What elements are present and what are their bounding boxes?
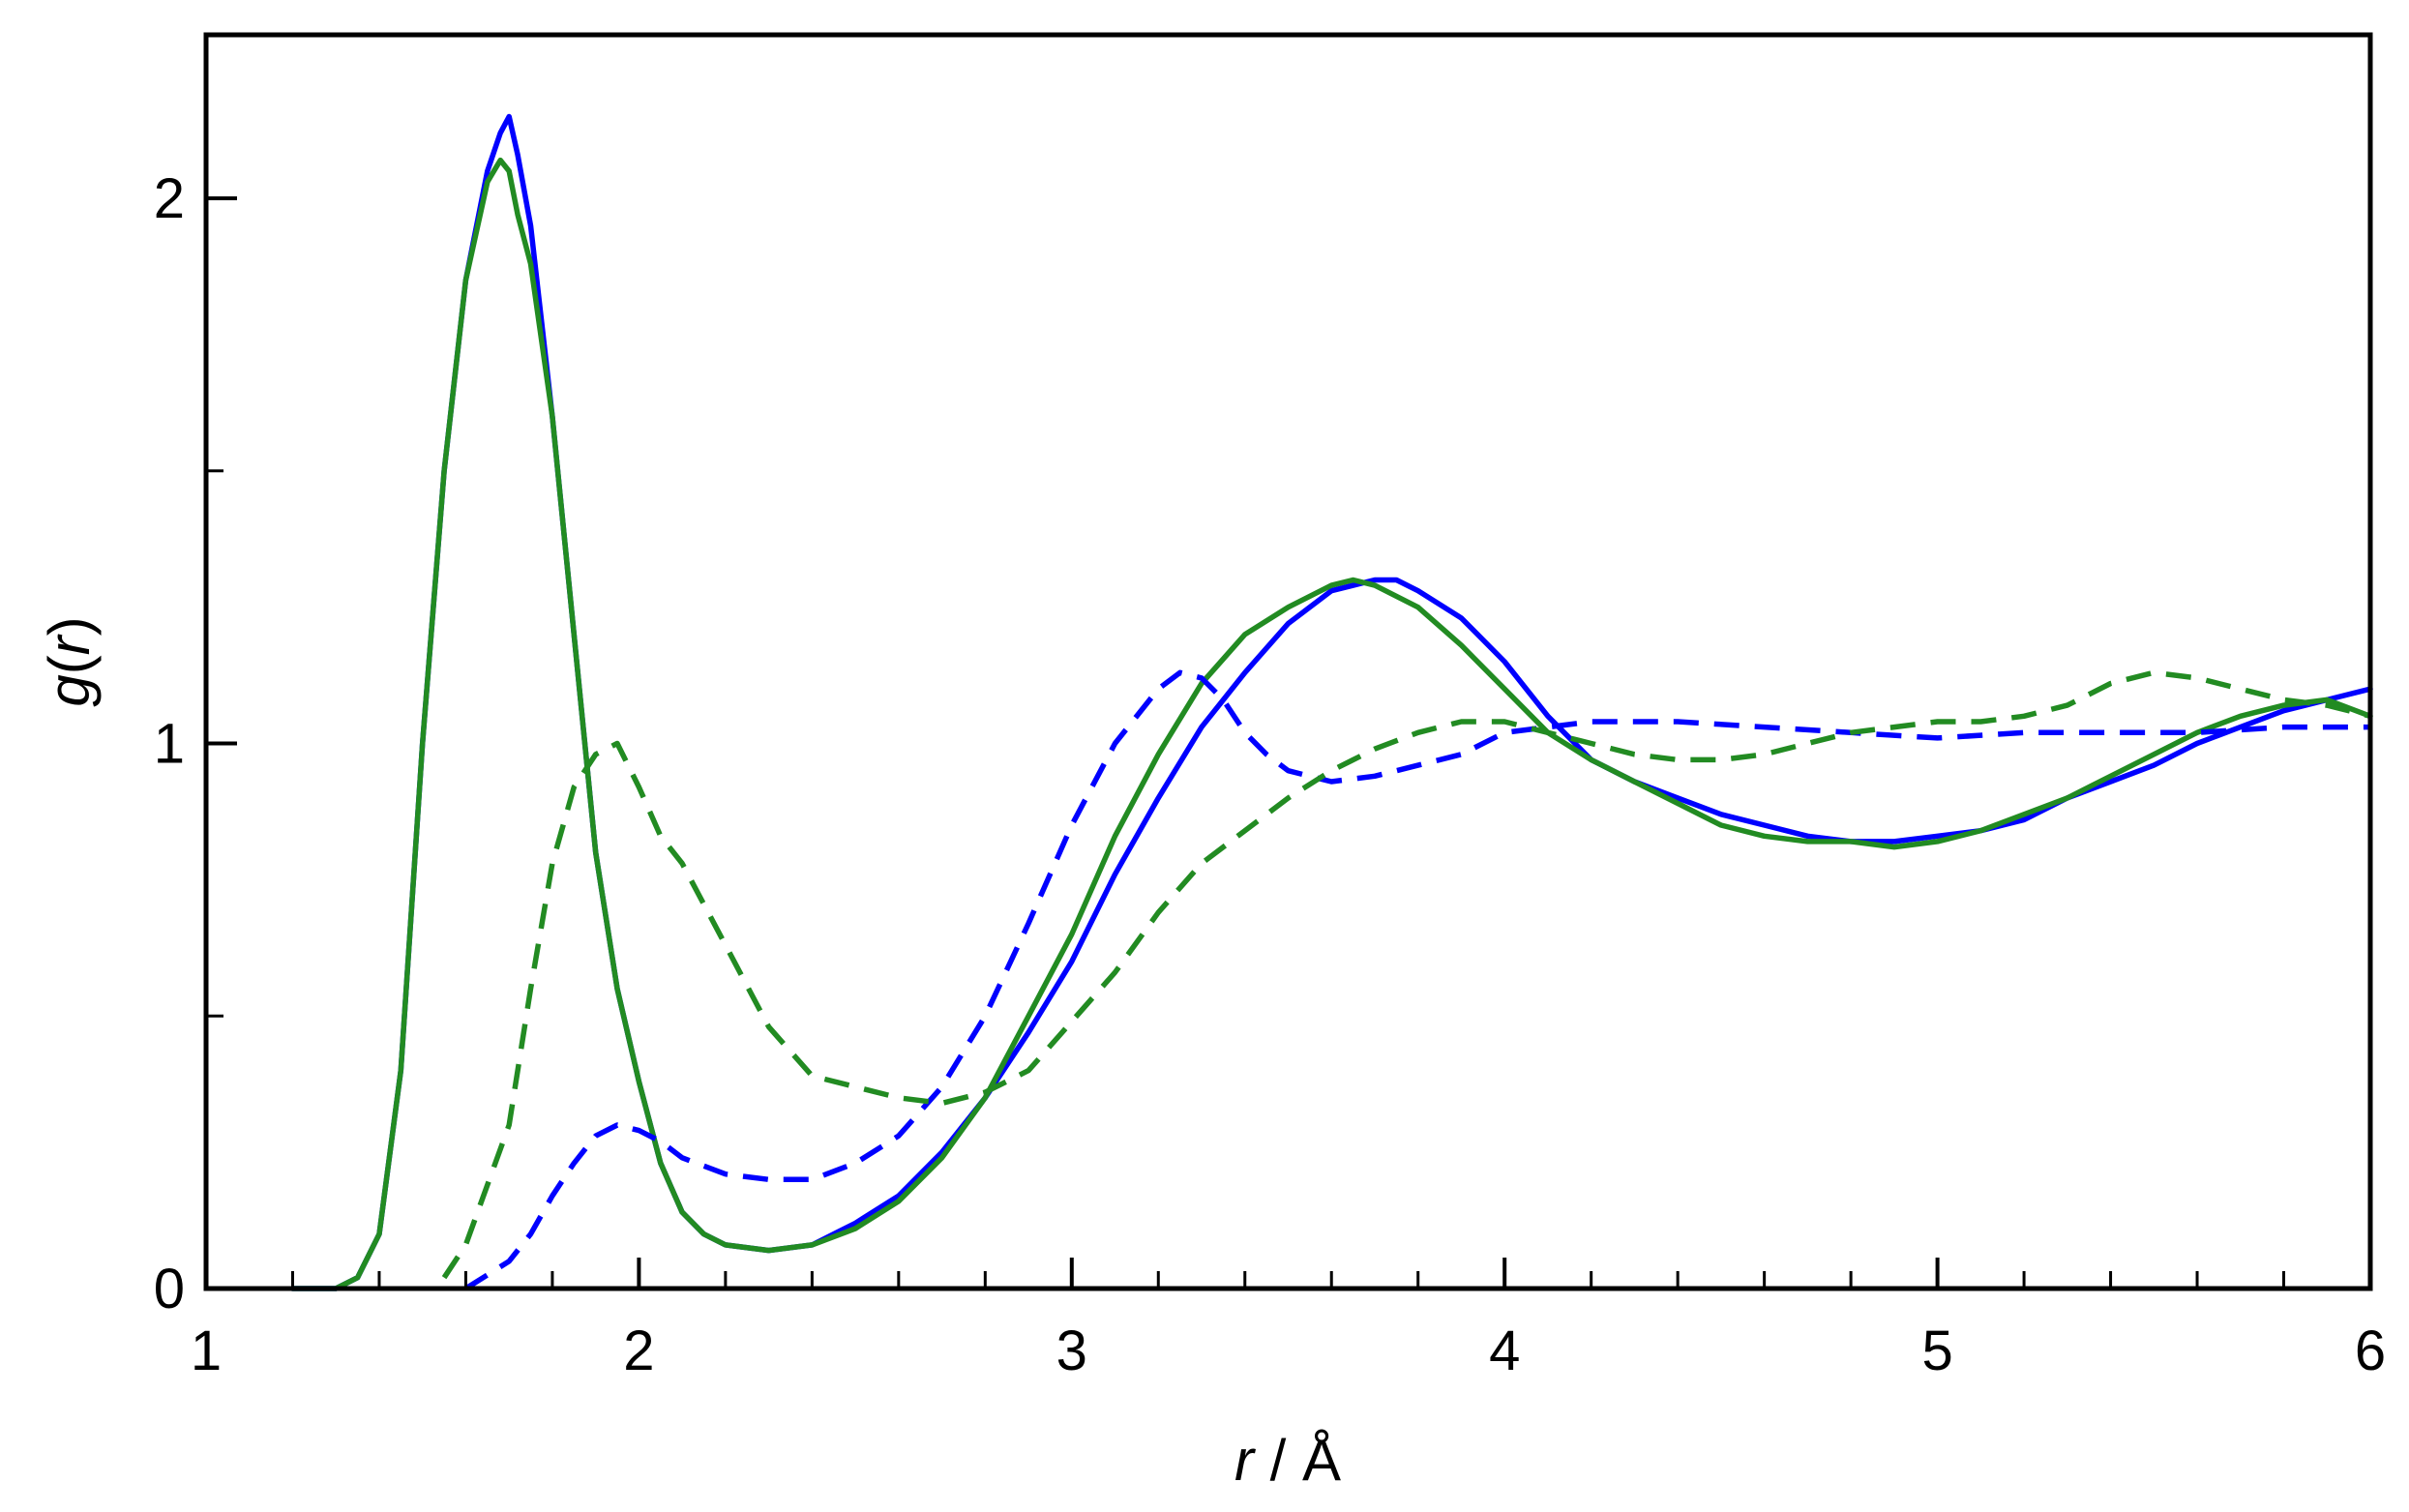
series-line-blue-dashed bbox=[463, 669, 2370, 1291]
plot-area-frame bbox=[203, 32, 2373, 1291]
series-layer bbox=[289, 113, 2373, 1291]
x-axis-title-variable: r bbox=[1234, 1428, 1256, 1493]
y-axis-title: g(r) bbox=[37, 616, 102, 706]
y-axis-title-variable: r bbox=[37, 634, 102, 655]
series-line-green-dashed bbox=[441, 669, 2371, 1280]
y-axis-title-open-paren: ( bbox=[37, 655, 102, 674]
y-tick-label: 2 bbox=[154, 167, 185, 230]
series-line-green-solid bbox=[289, 157, 2373, 1291]
x-tick-label: 1 bbox=[191, 1319, 222, 1382]
x-tick-label: 2 bbox=[623, 1319, 654, 1382]
y-tick-label: 0 bbox=[154, 1258, 185, 1320]
x-axis-title-unit: / Å bbox=[1254, 1428, 1341, 1493]
y-tick-label: 1 bbox=[154, 713, 185, 776]
x-axis-title: r / Å bbox=[1234, 1428, 1341, 1493]
y-axis-title-function: g bbox=[37, 674, 102, 706]
x-tick-label: 5 bbox=[1921, 1319, 1952, 1382]
y-axis-title-close-paren: ) bbox=[37, 616, 102, 636]
x-tick-label: 6 bbox=[2355, 1319, 2386, 1382]
series-line-blue-solid bbox=[289, 113, 2373, 1291]
ticks-layer bbox=[204, 196, 2372, 1290]
x-tick-label: 4 bbox=[1489, 1319, 1520, 1382]
x-tick-label: 3 bbox=[1056, 1319, 1087, 1382]
